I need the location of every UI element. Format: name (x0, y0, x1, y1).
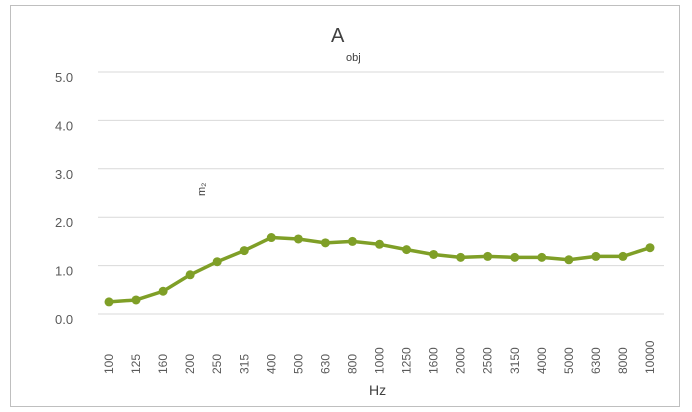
data-point (320, 238, 330, 248)
data-point (375, 239, 384, 249)
x-tick-label: 100 (102, 354, 116, 374)
y-tick-label: 0.0 (55, 312, 73, 327)
data-point (347, 236, 357, 246)
x-tick-label: 1250 (400, 347, 414, 374)
gridlines (98, 71, 664, 315)
data-point (131, 295, 141, 305)
chart-title: A (331, 25, 345, 47)
data-point (239, 246, 249, 256)
x-tick-label: 6300 (589, 347, 603, 374)
data-point (456, 252, 466, 262)
data-point (591, 251, 601, 261)
x-tick-labels: 100 125 160 200 250 315 400 500 630 800 1000 1250 16… (102, 340, 657, 374)
x-tick-label: 2000 (454, 347, 468, 374)
data-point (510, 252, 520, 262)
data-point (293, 234, 303, 244)
x-tick-label: 800 (345, 354, 359, 374)
x-tick-label: 3150 (508, 347, 522, 374)
y-tick-label: 3.0 (55, 167, 73, 182)
data-point (645, 243, 655, 253)
y-tick-label: 4.0 (55, 118, 73, 133)
data-point (618, 251, 628, 261)
data-point (483, 251, 493, 261)
series-group (104, 233, 655, 307)
data-point (104, 297, 114, 307)
data-point (402, 245, 412, 255)
x-tick-label: 315 (237, 354, 251, 374)
x-tick-label: 1600 (427, 347, 441, 374)
data-point (185, 270, 195, 280)
x-tick-label: 630 (318, 354, 332, 374)
x-tick-label: 250 (210, 354, 224, 374)
x-tick-label: 5000 (562, 347, 576, 374)
x-tick-label: 125 (129, 354, 143, 374)
data-point (564, 255, 574, 265)
x-tick-label: 8000 (616, 347, 630, 374)
x-tick-label: 200 (183, 354, 197, 374)
x-axis-label: Hz (369, 382, 387, 398)
x-tick-label: 10000 (643, 340, 657, 374)
data-point (266, 233, 276, 243)
x-tick-label: 500 (291, 354, 305, 374)
x-tick-label: 400 (264, 354, 278, 374)
y-tick-label: 2.0 (55, 215, 73, 230)
data-point (429, 249, 439, 259)
y-tick-label: 5.0 (55, 70, 73, 85)
x-tick-label: 1000 (373, 347, 387, 374)
x-tick-label: 2500 (481, 347, 495, 374)
data-point (537, 252, 547, 262)
x-tick-label: 160 (156, 354, 170, 374)
data-point (158, 286, 168, 296)
y-tick-labels: 0.0 1.0 2.0 3.0 4.0 5.0 (55, 70, 73, 327)
data-point (212, 257, 222, 267)
x-tick-label: 4000 (535, 347, 549, 374)
chart-title-subscript: obj (346, 52, 361, 64)
y-tick-label: 1.0 (55, 264, 73, 279)
